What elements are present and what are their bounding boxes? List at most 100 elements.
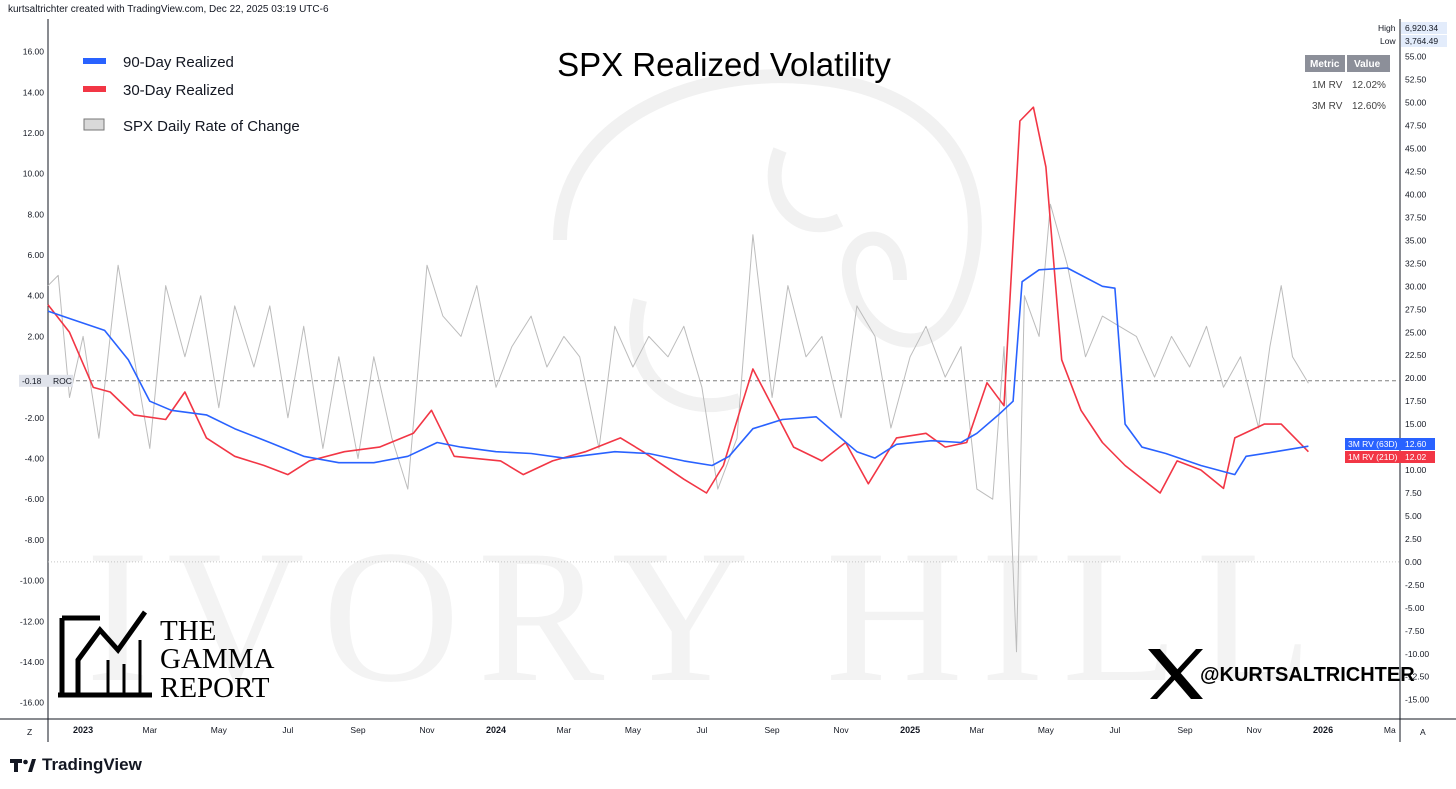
right-tick-label: -12.50 <box>1405 672 1429 682</box>
time-tick-label: Sep <box>1177 725 1192 735</box>
right-tick-label: 47.50 <box>1405 121 1427 131</box>
high-low-readout: High 6,920.34 Low 3,764.49 <box>1378 22 1447 47</box>
tag-3m-label-bg <box>1345 438 1401 450</box>
time-tick-label: Jul <box>1109 725 1120 735</box>
roc-value: -0.18 <box>22 376 42 386</box>
right-tick-label: -15.00 <box>1405 695 1429 705</box>
series-value-tags: 3M RV (63D) 12.60 1M RV (21D) 12.02 <box>1345 438 1435 463</box>
right-tick-label: 37.50 <box>1405 212 1427 222</box>
logo-line-1: THE <box>160 615 216 647</box>
x-logo-icon <box>1148 649 1203 699</box>
tag-1m-value: 12.02 <box>1405 452 1427 462</box>
legend: 90-Day Realized 30-Day Realized SPX Dail… <box>83 54 300 135</box>
series-line-0 <box>47 267 1309 476</box>
right-tick-label: -2.50 <box>1405 580 1425 590</box>
metrics-header-metric: Metric <box>1310 59 1340 70</box>
tag-3m-value-bg <box>1401 438 1435 450</box>
gamma-chart-icon <box>58 610 152 698</box>
right-tick-label: -5.00 <box>1405 603 1425 613</box>
legend-label-30d: 30-Day Realized <box>123 82 234 99</box>
time-tick-label: May <box>211 725 228 735</box>
series-line-1 <box>47 106 1309 494</box>
logo-line-2: GAMMA <box>160 643 274 675</box>
time-tick-label: Sep <box>765 725 780 735</box>
time-tick-label: Nov <box>1246 725 1262 735</box>
left-tick-label: 16.00 <box>23 47 45 57</box>
legend-swatch-90d <box>83 58 106 64</box>
right-tick-label: 25.00 <box>1405 327 1427 337</box>
right-tick-label: 17.50 <box>1405 396 1427 406</box>
right-tick-label: 27.50 <box>1405 304 1427 314</box>
metrics-table-header-cell <box>1305 55 1345 72</box>
chart-attribution: kurtsaltrichter created with TradingView… <box>8 4 329 15</box>
legend-swatch-30d <box>83 86 106 92</box>
right-tick-label: 35.00 <box>1405 235 1427 245</box>
legend-label-90d: 90-Day Realized <box>123 54 234 71</box>
watermark: IVORY HILL <box>86 69 1312 722</box>
metrics-row-1m-value: 12.02% <box>1352 80 1386 91</box>
series-layer <box>47 106 1309 653</box>
left-tick-label: -4.00 <box>25 454 45 464</box>
tag-1m-label-bg <box>1345 451 1401 463</box>
time-tick-label: Ma <box>1384 725 1396 735</box>
time-tick-label: Jul <box>697 725 708 735</box>
tag-1m-value-bg <box>1401 451 1435 463</box>
legend-swatch-roc <box>83 118 105 131</box>
series-line-2 <box>47 203 1309 653</box>
time-tick-label: Nov <box>419 725 435 735</box>
time-tick-label: 2024 <box>486 725 506 735</box>
left-tick-label: 8.00 <box>27 209 44 219</box>
time-tick-label: May <box>625 725 642 735</box>
right-tick-label: 45.00 <box>1405 144 1427 154</box>
left-tick-label: -14.00 <box>20 657 44 667</box>
right-tick-label: 22.50 <box>1405 350 1427 360</box>
time-tick-label: Mar <box>143 725 158 735</box>
metrics-header-value: Value <box>1354 59 1381 70</box>
right-tick-label: 15.00 <box>1405 419 1427 429</box>
metrics-row-3m-label: 3M RV <box>1312 101 1343 112</box>
left-tick-label: -8.00 <box>25 535 45 545</box>
time-axis: 2023 Mar May Jul Sep Nov 2024 Mar May Jul Sep Nov 20… <box>73 725 1396 735</box>
time-tick-label: Mar <box>970 725 985 735</box>
right-tick-label: 20.00 <box>1405 373 1427 383</box>
tag-3m-label: 3M RV (63D) <box>1348 439 1398 449</box>
metrics-row-3m-value: 12.60% <box>1352 101 1386 112</box>
left-tick-label: 6.00 <box>27 250 44 260</box>
time-tick-label: Mar <box>557 725 572 735</box>
left-tick-label: -6.00 <box>25 494 45 504</box>
left-tick-label: 2.00 <box>27 331 44 341</box>
right-tick-label: 32.50 <box>1405 258 1427 268</box>
chart-title: SPX Realized Volatility <box>557 46 891 83</box>
social-handle: @KURTSALTRICHTER <box>1148 649 1415 699</box>
left-tick-label: 14.00 <box>23 87 45 97</box>
left-tick-label: -10.00 <box>20 576 44 586</box>
time-tick-label: 2025 <box>900 725 920 735</box>
corner-left[interactable]: Z <box>27 727 32 737</box>
right-tick-label: 7.50 <box>1405 488 1422 498</box>
tradingview-footer: TradingView <box>10 755 142 775</box>
high-value: 6,920.34 <box>1405 23 1438 33</box>
logo-line-3: REPORT <box>160 672 270 704</box>
left-tick-label: 10.00 <box>23 169 45 179</box>
reference-lines <box>48 380 1400 563</box>
right-tick-label: 50.00 <box>1405 98 1427 108</box>
time-tick-label: May <box>1038 725 1055 735</box>
right-tick-label: -10.00 <box>1405 649 1429 659</box>
right-tick-label: 42.50 <box>1405 166 1427 176</box>
left-tick-label: -16.00 <box>20 698 44 708</box>
watermark-elephant-icon <box>553 69 982 412</box>
right-tick-label: 30.00 <box>1405 281 1427 291</box>
right-axis: 55.00 52.50 50.00 47.50 45.00 42.50 40.00 37.50… <box>1405 52 1429 705</box>
metrics-table-header-cell <box>1347 55 1390 72</box>
corner-right[interactable]: A <box>1420 727 1426 737</box>
legend-label-roc: SPX Daily Rate of Change <box>123 118 300 135</box>
left-tick-label: 4.00 <box>27 291 44 301</box>
left-tick-label: -2.00 <box>25 413 45 423</box>
right-tick-label: 5.00 <box>1405 511 1422 521</box>
right-tick-label: 0.00 <box>1405 557 1422 567</box>
low-label: Low <box>1380 36 1396 46</box>
left-tick-label: -12.00 <box>20 616 44 626</box>
time-tick-label: 2023 <box>73 725 93 735</box>
time-tick-label: Jul <box>282 725 293 735</box>
